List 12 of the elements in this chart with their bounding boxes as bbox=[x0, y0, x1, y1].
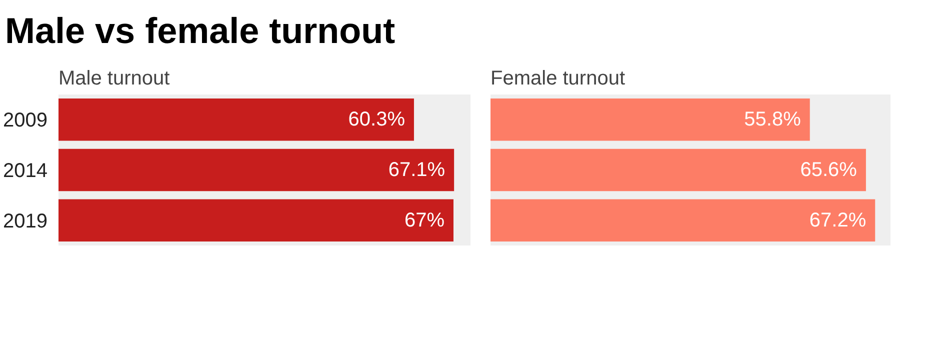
y-tick-label: 2019 bbox=[3, 210, 48, 232]
chart-title: Male vs female turnout bbox=[5, 9, 396, 53]
data-label: 67% bbox=[404, 209, 445, 232]
data-label: 67.1% bbox=[388, 159, 446, 181]
y-tick-label: 2009 bbox=[3, 110, 48, 132]
chart-subtitle: Male turnout bbox=[58, 68, 170, 90]
chart-subtitle: Female turnout bbox=[490, 68, 626, 90]
data-label: 60.3% bbox=[348, 108, 406, 131]
y-tick-label: 2014 bbox=[3, 160, 48, 182]
data-label: 65.6% bbox=[800, 159, 858, 181]
data-label: 55.8% bbox=[744, 108, 802, 131]
data-label: 67.2% bbox=[809, 209, 866, 232]
